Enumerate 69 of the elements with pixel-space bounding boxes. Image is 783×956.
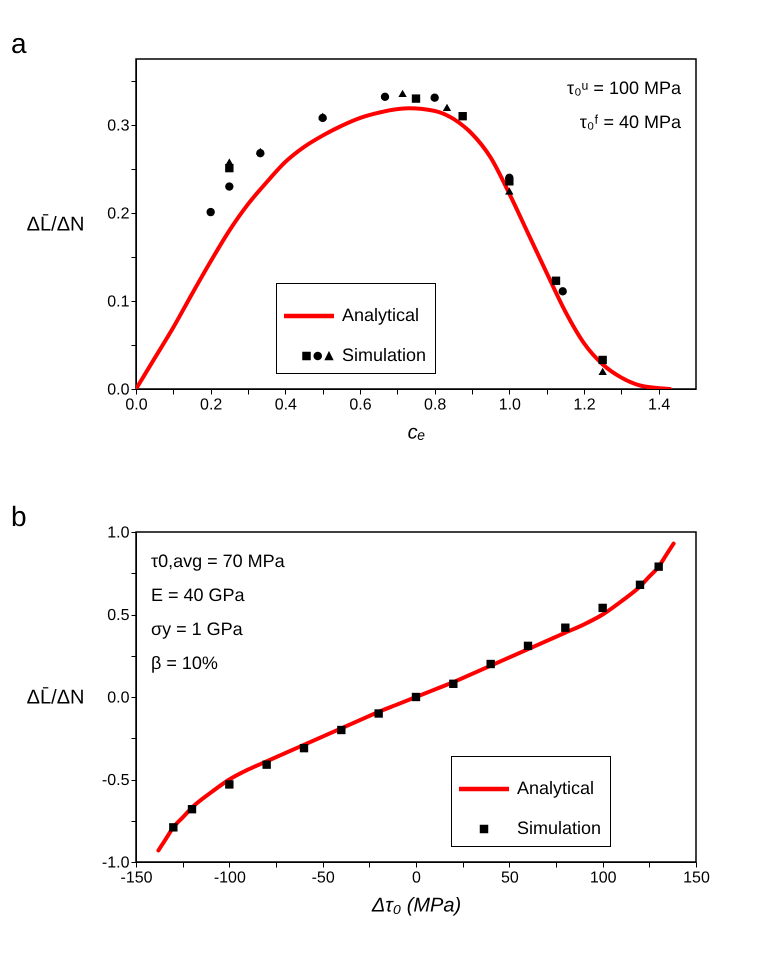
y-axis-title: ΔL̄/ΔN [26, 213, 84, 236]
x-tick-label: 0.6 [349, 396, 372, 414]
x-tick-label: 0.4 [274, 396, 298, 414]
x-tick-label: 0.2 [200, 396, 222, 414]
x-tick-label: 0.8 [424, 396, 446, 414]
point [598, 604, 607, 612]
legend-label: Analytical [517, 778, 594, 798]
y-tick-label: 0.5 [107, 607, 130, 624]
legend-label: Simulation [517, 818, 602, 838]
point [225, 182, 234, 191]
chart-title: b [11, 501, 27, 532]
x-tick-label: -100 [214, 870, 246, 886]
point [430, 94, 439, 102]
x-tick-label: 1.0 [498, 396, 522, 414]
point [561, 624, 570, 632]
point [412, 94, 420, 103]
y-tick-label: 0.2 [107, 206, 130, 222]
point [458, 112, 467, 120]
point [206, 208, 215, 216]
annotation: τ₀ᶠ = 40 MPa [580, 112, 682, 132]
x-tick-label: 1.4 [648, 396, 670, 414]
point [300, 744, 308, 752]
point [318, 112, 327, 120]
y-tick-label: -1.0 [102, 854, 130, 872]
y-axis-title: ΔL̄/ΔN [26, 686, 84, 708]
point [449, 680, 458, 688]
y-tick-label: 0.3 [107, 118, 130, 134]
y-tick-label: 0.0 [107, 382, 130, 398]
point [552, 276, 560, 285]
x-tick-label: -150 [120, 870, 153, 886]
x-tick-label: 150 [683, 870, 710, 886]
point [398, 90, 407, 97]
x-tick-label: 0.0 [125, 396, 148, 414]
point [598, 356, 607, 364]
x-tick-label: 100 [590, 870, 617, 886]
y-tick-label: 1.0 [107, 524, 130, 542]
y-tick-label: 0.0 [107, 690, 130, 706]
point [486, 660, 495, 668]
point [374, 709, 383, 718]
x-tick-label: 0 [412, 870, 422, 886]
x-axis-title: Δτ₀ (MPa) [370, 894, 462, 916]
annotation: σy = 1 GPa [151, 619, 244, 639]
legend-label: Analytical [342, 305, 420, 325]
annotation: τ₀ᵘ = 100 MPa [566, 78, 682, 98]
point [505, 187, 514, 195]
x-tick-label: 1.2 [573, 396, 596, 414]
point [442, 104, 452, 112]
point [654, 562, 663, 571]
annotation: β = 10% [151, 653, 218, 673]
annotation: τ0,avg = 70 MPa [151, 551, 286, 571]
point [380, 92, 390, 102]
annotation: E = 40 GPa [151, 585, 246, 605]
point [225, 780, 234, 789]
legend-label: Simulation [342, 345, 426, 365]
point [558, 287, 567, 296]
point [169, 823, 178, 832]
x-axis-title: cₑ [408, 422, 426, 444]
y-tick-label: -0.5 [102, 772, 130, 789]
point [598, 368, 607, 376]
y-tick-label: 0.1 [107, 294, 130, 310]
point [412, 692, 420, 702]
x-tick-label: 50 [500, 870, 519, 886]
point [636, 580, 644, 589]
point [188, 805, 196, 814]
point [524, 642, 532, 650]
point [262, 760, 271, 769]
chart-title: a [11, 28, 27, 59]
point [337, 726, 346, 734]
x-tick-label: -50 [312, 870, 335, 886]
